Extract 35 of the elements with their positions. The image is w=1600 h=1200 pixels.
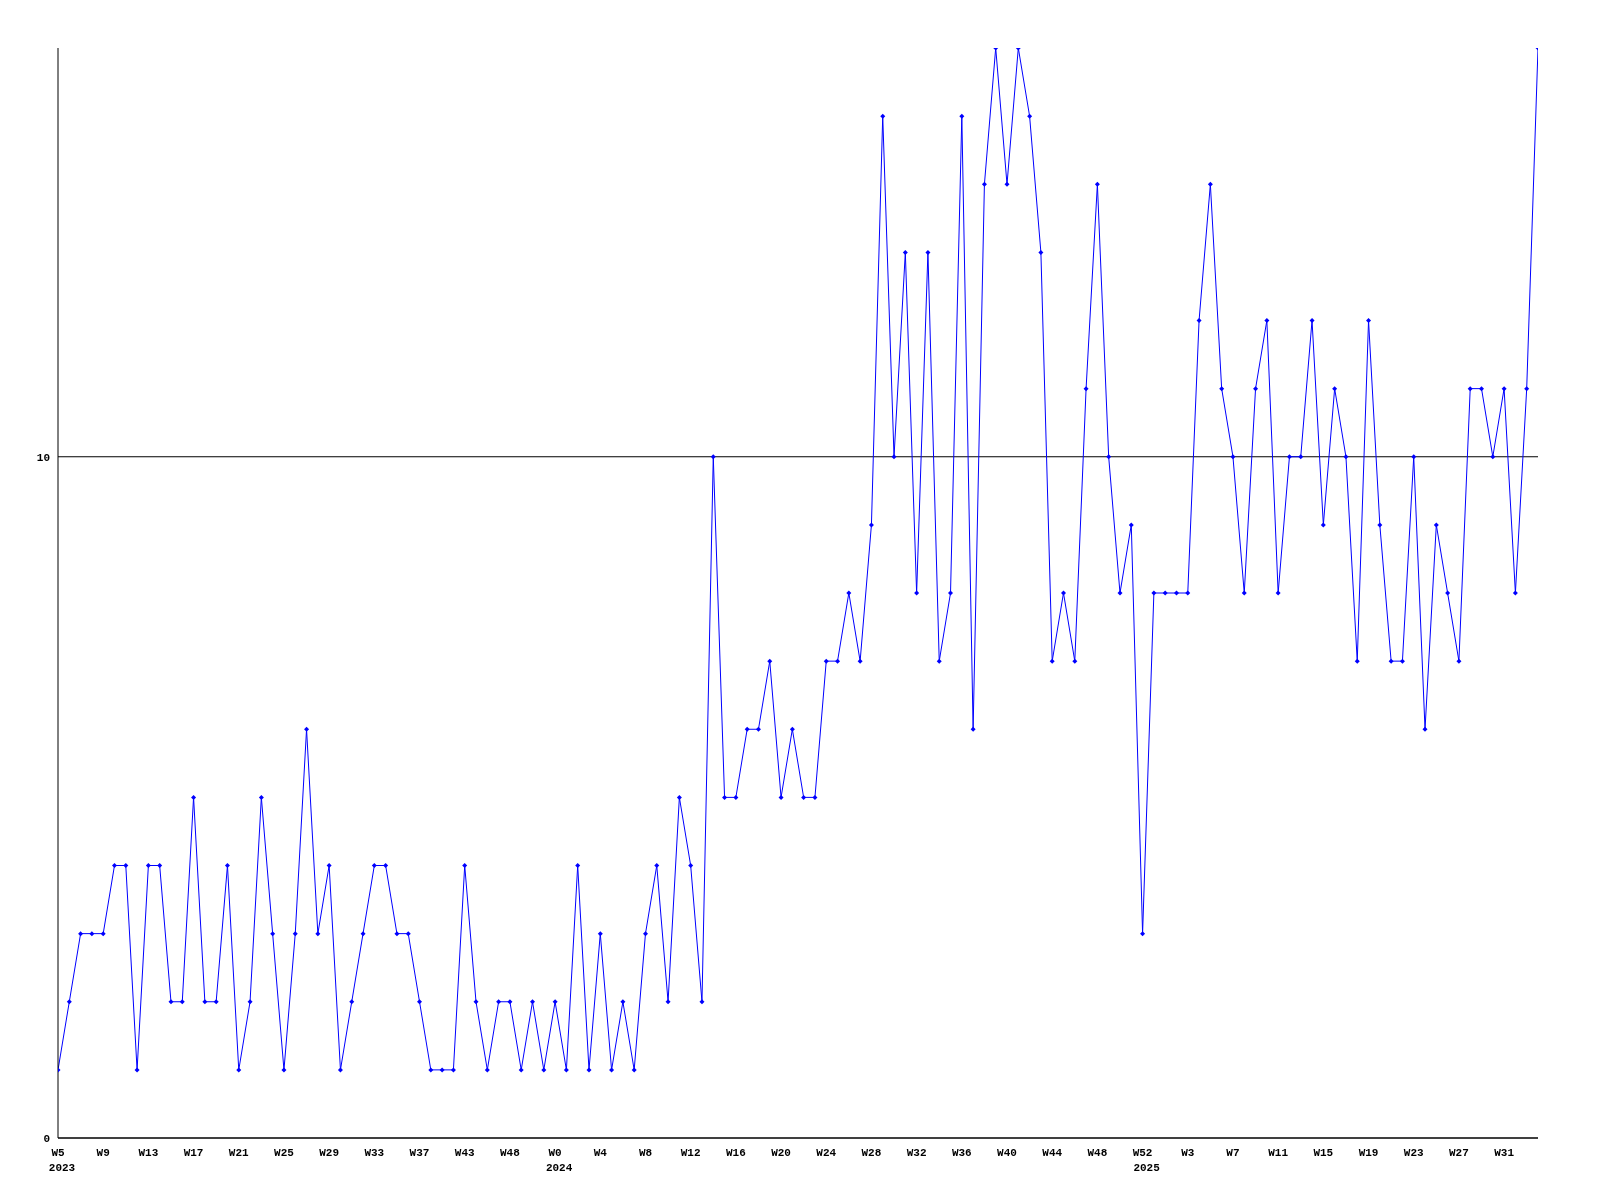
x-tick-label: W5 2023: [48, 1147, 76, 1174]
x-tick-label: W0 2024: [545, 1147, 573, 1174]
x-tick-label: W20: [771, 1147, 791, 1159]
x-tick-label: W24: [816, 1147, 837, 1159]
x-tick-label: W11: [1268, 1147, 1289, 1159]
x-tick-label: W3: [1181, 1147, 1195, 1159]
x-tick-label: W21: [228, 1147, 250, 1159]
x-tick-label: W25: [274, 1147, 295, 1159]
y-tick-label: 10: [36, 451, 50, 464]
x-tick-label: W13: [138, 1147, 159, 1159]
x-tick-label: W31: [1494, 1147, 1515, 1159]
x-tick-label: W37: [409, 1147, 430, 1159]
x-tick-label: W36: [951, 1147, 972, 1159]
x-tick-label: W28: [861, 1147, 882, 1159]
x-tick-label: W7: [1226, 1147, 1240, 1159]
x-tick-label: W4: [593, 1147, 608, 1159]
x-tick-label: W15: [1313, 1147, 1334, 1159]
x-tick-label: W16: [725, 1147, 746, 1159]
x-tick-label: W9: [96, 1147, 110, 1159]
x-tick-label: W27: [1449, 1147, 1469, 1159]
x-tick-label: W29: [319, 1147, 340, 1159]
x-tick-label: W44: [1042, 1147, 1063, 1159]
x-tick-label: W40: [997, 1147, 1017, 1159]
x-tick-label: W32: [906, 1147, 927, 1159]
x-tick-label: W23: [1403, 1147, 1425, 1159]
x-tick-label: W48: [1087, 1147, 1108, 1159]
x-tick-label: W19: [1358, 1147, 1379, 1159]
x-tick-label: W33: [364, 1147, 385, 1159]
x-tick-label: W17: [183, 1147, 204, 1159]
y-tick-label: 0: [43, 1132, 50, 1145]
x-tick-label: W43: [454, 1147, 476, 1159]
x-tick-label: W8: [638, 1147, 653, 1159]
x-tick-label: W48: [500, 1147, 521, 1159]
x-tick-label: W52 2025: [1132, 1147, 1161, 1174]
x-tick-label: W12: [680, 1147, 701, 1159]
